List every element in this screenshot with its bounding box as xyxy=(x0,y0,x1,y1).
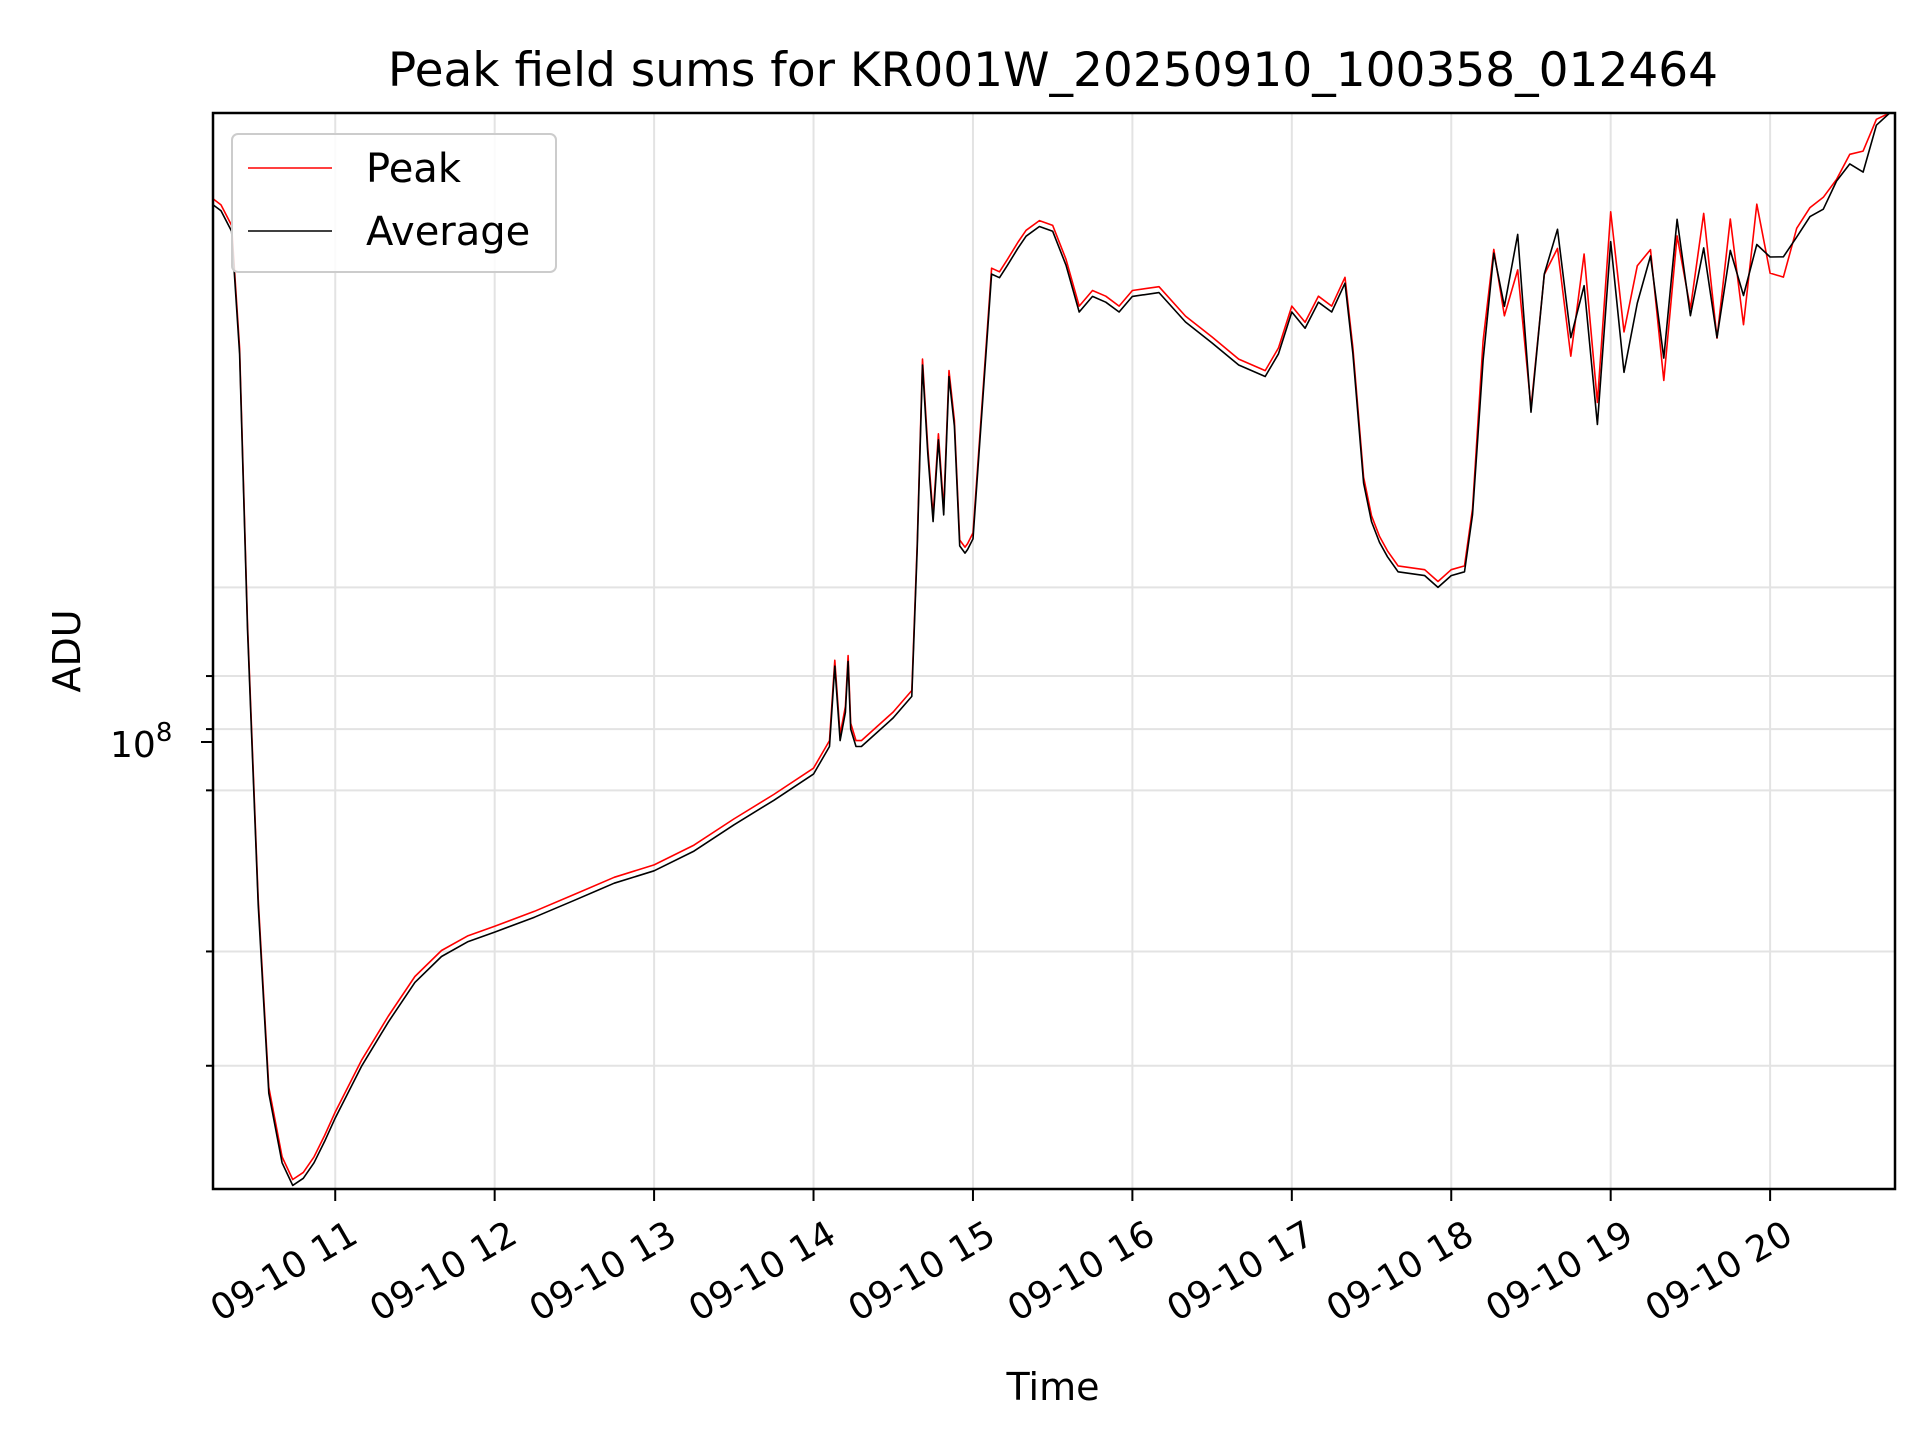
x-tick-label: 09-10 20 xyxy=(1639,1213,1800,1329)
x-tick-label: 09-10 14 xyxy=(682,1213,843,1329)
x-tick-label: 09-10 12 xyxy=(363,1213,524,1329)
x-tick-label: 09-10 17 xyxy=(1160,1213,1321,1329)
series-lines xyxy=(212,112,1891,1187)
chart-title: Peak field sums for KR001W_20250910_1003… xyxy=(388,43,1718,98)
legend: Peak Average xyxy=(231,133,557,273)
series-average-line xyxy=(212,112,1891,1187)
y-axis-label: ADU xyxy=(45,609,89,692)
x-tick-label: 09-10 18 xyxy=(1320,1213,1481,1329)
legend-average-label: Average xyxy=(366,209,530,255)
x-tick-label: 09-10 11 xyxy=(204,1213,365,1329)
y-tick-label: 108 xyxy=(110,718,172,766)
x-tick-label: 09-10 16 xyxy=(1001,1213,1162,1329)
x-tick-label: 09-10 13 xyxy=(523,1213,684,1329)
plot-area-frame xyxy=(211,111,1897,1191)
legend-peak-label: Peak xyxy=(366,146,462,192)
x-tick-label: 09-10 15 xyxy=(842,1213,1003,1329)
x-tick-label: 09-10 19 xyxy=(1479,1213,1640,1329)
series-peak-line xyxy=(212,112,1891,1181)
y-axis-ticks: 108 xyxy=(110,675,213,1067)
x-axis-label: Time xyxy=(1006,1365,1100,1409)
grid xyxy=(213,113,1895,1189)
